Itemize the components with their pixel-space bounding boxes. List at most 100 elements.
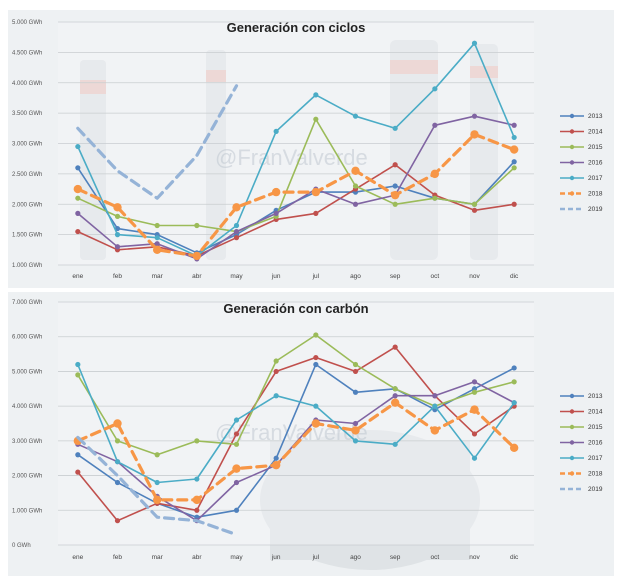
data-point-2018 <box>470 405 479 414</box>
data-point-2016 <box>352 420 359 427</box>
legend-entry: 2014 <box>588 409 603 416</box>
x-tick-label: jul <box>312 273 320 280</box>
data-point-2018 <box>351 426 360 435</box>
data-point-2017 <box>194 476 200 482</box>
x-tick-label: ago <box>350 273 361 280</box>
data-point-2017 <box>392 441 398 447</box>
data-point-2016 <box>392 393 398 399</box>
legend-entry: 2015 <box>588 424 603 431</box>
legend-entry: 2013 <box>588 393 603 400</box>
data-point-2013 <box>352 389 359 395</box>
data-point-2018 <box>113 203 122 212</box>
data-point-2018 <box>271 187 281 197</box>
data-point-2018 <box>430 169 440 179</box>
y-tick-label: 5.000 GWh <box>12 369 42 375</box>
data-point-2013 <box>511 159 517 165</box>
legend-entry: 2013 <box>588 113 603 120</box>
data-point-2015 <box>511 379 517 385</box>
y-tick-label: 4.500 GWh <box>12 50 42 56</box>
data-point-2017 <box>154 235 160 241</box>
data-point-2015 <box>194 438 200 444</box>
data-point-2015 <box>154 452 160 458</box>
data-point-2014 <box>511 201 517 207</box>
data-point-2015 <box>114 438 121 444</box>
x-tick-label: may <box>230 554 243 561</box>
data-point-2015 <box>194 222 200 229</box>
series-line-2017 <box>77 363 515 484</box>
panel-carbon: 0 GWh 1.000 GWh 2.000 GWh 3.000 GWh 4.000 GW… <box>8 292 614 576</box>
y-tick-label: 5.000 GWh <box>12 20 42 26</box>
data-point-2015 <box>352 183 359 189</box>
data-point-2015 <box>471 201 478 207</box>
y-tick-label: 4.000 GWh <box>12 404 42 410</box>
data-point-2015 <box>75 195 81 201</box>
data-point-2017 <box>273 128 279 134</box>
data-point-2014 <box>392 162 398 168</box>
legend-marker <box>569 455 575 461</box>
x-tick-label: oct <box>430 273 439 280</box>
data-point-2016 <box>233 228 240 235</box>
data-point-2017 <box>114 459 121 465</box>
data-point-2017 <box>233 222 240 229</box>
x-tick-label: sep <box>390 554 401 561</box>
legend-entry: 2018 <box>588 191 603 198</box>
data-point-2017 <box>273 393 279 399</box>
data-point-2016 <box>233 479 240 486</box>
data-point-2017 <box>75 361 81 368</box>
x-tick-label: feb <box>113 554 122 561</box>
x-tick-label: feb <box>113 273 122 280</box>
data-point-2016 <box>432 122 438 128</box>
y-tick-label: 1.500 GWh <box>12 233 42 239</box>
data-point-2014 <box>392 344 398 350</box>
legend-marker <box>569 393 575 399</box>
data-point-2017 <box>233 417 240 423</box>
data-point-2014 <box>114 518 121 524</box>
x-tick-label: mar <box>152 273 164 280</box>
series-line-2015 <box>77 118 515 233</box>
data-point-2016 <box>471 379 478 385</box>
data-point-2018 <box>271 460 281 470</box>
data-point-2018 <box>430 426 440 435</box>
legend-marker <box>569 113 575 119</box>
data-point-2018 <box>351 166 360 176</box>
data-point-2017 <box>75 143 81 150</box>
x-tick-label: jun <box>271 554 281 561</box>
data-point-2015 <box>273 358 279 364</box>
data-point-2014 <box>313 210 319 216</box>
x-tick-label: ago <box>350 554 361 561</box>
x-tick-label: jul <box>312 554 320 561</box>
data-point-2017 <box>352 438 359 444</box>
data-point-2015 <box>432 195 438 201</box>
data-point-2013 <box>511 365 517 371</box>
series-line-2017 <box>77 42 515 257</box>
data-point-2013 <box>114 479 121 486</box>
data-point-2013 <box>392 183 398 189</box>
legend-entry: 2014 <box>588 129 603 136</box>
data-point-2016 <box>273 210 279 216</box>
data-point-2013 <box>75 165 81 171</box>
data-point-2018 <box>113 419 122 428</box>
legend-marker <box>569 175 575 181</box>
data-point-2017 <box>313 92 319 98</box>
data-point-2016 <box>352 201 359 207</box>
legend-marker <box>569 440 575 445</box>
data-point-2018 <box>390 398 400 407</box>
data-point-2014 <box>233 431 240 437</box>
x-tick-label: abr <box>192 554 202 561</box>
panel-ciclos: 1.000 GWh 1.500 GWh 2.000 GWh 2.500 GWh 3.00… <box>8 10 614 288</box>
data-point-2018 <box>232 464 241 473</box>
x-tick-label: oct <box>430 554 439 561</box>
data-point-2013 <box>273 455 279 461</box>
data-point-2015 <box>154 222 160 229</box>
legend-entry: 2016 <box>588 440 603 447</box>
data-point-2013 <box>313 361 319 368</box>
data-point-2014 <box>75 228 81 235</box>
data-point-2015 <box>392 386 398 392</box>
x-tick-label: nov <box>469 273 480 280</box>
data-point-2018 <box>509 145 519 154</box>
x-tick-label: ene <box>72 554 83 561</box>
x-tick-label: mar <box>152 554 164 561</box>
data-point-2018 <box>390 190 400 200</box>
data-point-2017 <box>511 134 517 141</box>
watermark: @FranValverde <box>215 145 368 170</box>
